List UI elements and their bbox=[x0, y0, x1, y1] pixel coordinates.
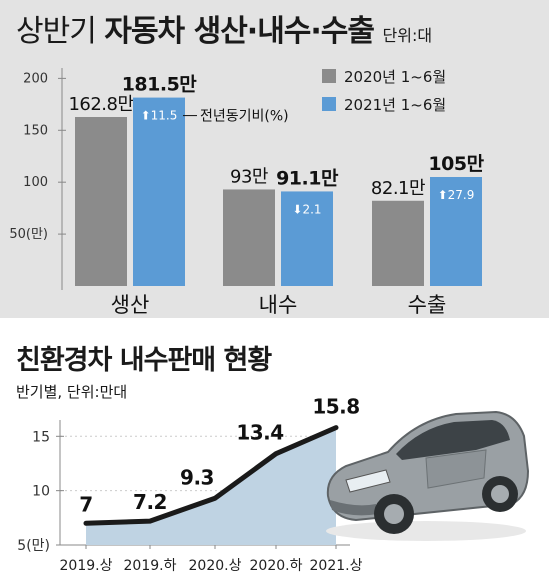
chart2-value-label: 9.3 bbox=[180, 465, 214, 489]
legend-swatch-2020 bbox=[322, 69, 336, 83]
chart1-bar bbox=[133, 97, 185, 286]
chart2-x-tick-label: 2021.상 bbox=[310, 558, 363, 574]
chart1-bar bbox=[223, 189, 275, 286]
chart1-y-tick-label: 200 bbox=[23, 71, 48, 86]
chart1-bar bbox=[372, 200, 424, 286]
legend-item-2021: 2021년 1~6월 bbox=[322, 90, 446, 118]
legend-label-2020: 2020년 1~6월 bbox=[344, 67, 447, 86]
legend-label-2021: 2021년 1~6월 bbox=[344, 95, 447, 114]
chart1-y-tick-label: 150 bbox=[23, 123, 48, 138]
chart1-value-label: 82.1만 bbox=[371, 178, 425, 199]
chart1-value-label: 105만 bbox=[428, 153, 484, 175]
legend-item-2020: 2020년 1~6월 bbox=[322, 62, 446, 90]
chart2-y-tick-label: 5(만) bbox=[17, 538, 50, 554]
chart2-value-label: 15.8 bbox=[312, 395, 359, 419]
chart1-bar bbox=[281, 191, 333, 286]
chart1-title-main: 자동차 생산·내수·수출 bbox=[104, 14, 375, 49]
chart1-value-label: 162.8만 bbox=[68, 94, 133, 115]
legend-swatch-2021 bbox=[322, 97, 336, 111]
chart1-category-label: 내수 bbox=[259, 293, 298, 317]
chart2-value-label: 7 bbox=[79, 492, 92, 516]
chart1-category-label: 생산 bbox=[111, 293, 150, 317]
chart2-value-label: 7.2 bbox=[133, 490, 167, 514]
chart1-unit: 단위:대 bbox=[382, 26, 433, 45]
chart2-x-tick-label: 2020.하 bbox=[250, 558, 303, 574]
chart1-value-label: 91.1만 bbox=[276, 167, 339, 189]
chart1-title-prefix: 상반기 bbox=[16, 14, 97, 49]
chart2-x-tick-label: 2019.하 bbox=[124, 558, 177, 574]
chart1-y-tick-label: 50(만) bbox=[9, 227, 48, 242]
chart2-x-tick-label: 2020.상 bbox=[189, 558, 242, 574]
chart2-y-tick-label: 15 bbox=[32, 429, 50, 445]
chart1-y-tick-label: 100 bbox=[23, 175, 48, 190]
chart1-category-label: 수출 bbox=[408, 293, 447, 317]
chart2-title: 친환경차 내수판매 현황 bbox=[16, 345, 272, 376]
chart2-value-label: 13.4 bbox=[236, 421, 283, 445]
chart1-title: 상반기 자동차 생산·내수·수출 단위:대 bbox=[16, 6, 432, 50]
chart1-legend: 2020년 1~6월 2021년 1~6월 bbox=[322, 62, 446, 118]
chart2-subtitle: 반기별, 단위:만대 bbox=[16, 383, 128, 401]
chart2-line bbox=[83, 425, 339, 526]
chart1-change-badge: ⬇2.1 bbox=[292, 202, 321, 216]
chart1-value-label: 181.5만 bbox=[122, 74, 198, 96]
chart1-bar bbox=[430, 177, 482, 286]
chart1-change-badge: ⬆27.9 bbox=[438, 188, 475, 202]
chart1-bar bbox=[75, 116, 127, 286]
chart1-change-badge: ⬆11.5 bbox=[141, 109, 178, 123]
car-illustration-icon bbox=[326, 410, 530, 541]
chart2-y-tick-label: 10 bbox=[32, 484, 50, 500]
chart1-annotation: 전년동기비(%) bbox=[200, 109, 289, 125]
chart1-value-label: 93만 bbox=[230, 166, 268, 187]
chart2-x-tick-label: 2019.상 bbox=[60, 558, 113, 574]
